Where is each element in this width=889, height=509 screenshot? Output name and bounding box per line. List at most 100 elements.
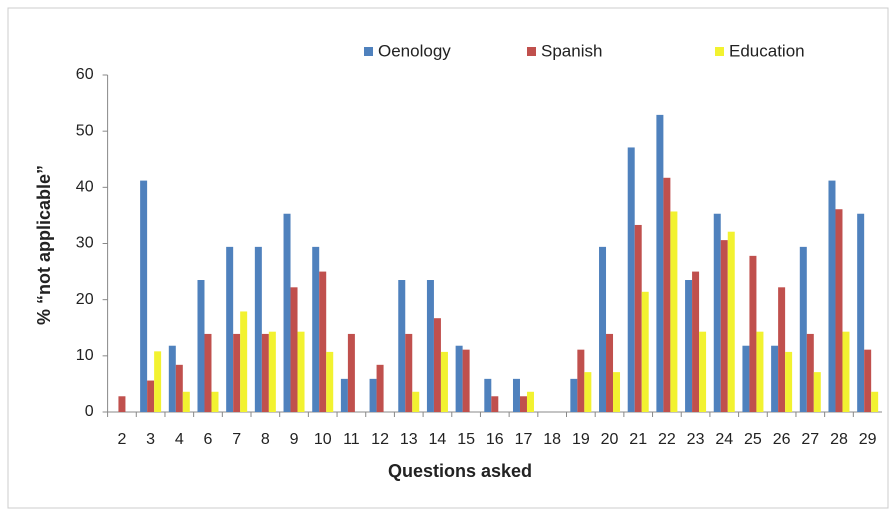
bar bbox=[692, 271, 700, 412]
bar bbox=[519, 396, 527, 412]
x-tick-label: 8 bbox=[261, 431, 270, 448]
y-tick-label: 30 bbox=[76, 235, 94, 252]
bar bbox=[484, 378, 492, 412]
bar bbox=[512, 378, 520, 412]
bar bbox=[842, 331, 850, 412]
x-tick-label: 4 bbox=[175, 431, 184, 448]
bar bbox=[799, 246, 807, 412]
bar bbox=[685, 280, 693, 412]
bar bbox=[154, 351, 162, 412]
legend-swatch bbox=[527, 47, 536, 56]
bar bbox=[699, 331, 707, 412]
bar bbox=[656, 114, 664, 413]
bar bbox=[440, 351, 448, 412]
bar bbox=[147, 380, 155, 412]
x-tick-label: 27 bbox=[801, 431, 819, 448]
bar bbox=[577, 349, 585, 412]
bar bbox=[319, 271, 327, 412]
bar bbox=[871, 391, 879, 412]
bar bbox=[290, 287, 298, 412]
bar bbox=[283, 213, 291, 412]
legend-swatch bbox=[364, 47, 373, 56]
bar bbox=[720, 240, 728, 412]
bar bbox=[663, 177, 671, 412]
bar bbox=[634, 224, 642, 412]
bar bbox=[491, 396, 499, 412]
x-tick-label: 3 bbox=[146, 431, 155, 448]
bar bbox=[613, 372, 621, 412]
bar bbox=[340, 378, 348, 412]
y-tick-label: 20 bbox=[76, 291, 94, 308]
x-axis-label: Questions asked bbox=[388, 461, 532, 481]
y-tick-label: 10 bbox=[76, 347, 94, 364]
bar bbox=[584, 372, 592, 412]
x-tick-label: 26 bbox=[773, 431, 791, 448]
bar bbox=[197, 280, 205, 412]
bar bbox=[376, 364, 384, 412]
legend-label: Oenology bbox=[378, 41, 451, 60]
x-tick-label: 13 bbox=[400, 431, 418, 448]
bar bbox=[168, 345, 176, 412]
bar bbox=[641, 291, 649, 412]
bar bbox=[118, 396, 126, 412]
y-tick-label: 60 bbox=[76, 66, 94, 83]
bar bbox=[268, 331, 276, 412]
bar bbox=[347, 333, 355, 412]
x-tick-label: 11 bbox=[343, 431, 360, 448]
x-tick-label: 21 bbox=[629, 431, 647, 448]
bar bbox=[828, 180, 836, 412]
bar bbox=[806, 333, 814, 412]
bar bbox=[462, 349, 470, 412]
x-tick-label: 16 bbox=[486, 431, 504, 448]
bar bbox=[182, 391, 190, 412]
bar bbox=[813, 372, 821, 412]
x-tick-label: 23 bbox=[687, 431, 705, 448]
x-tick-label: 6 bbox=[204, 431, 213, 448]
x-tick-label: 10 bbox=[314, 431, 332, 448]
bar bbox=[864, 349, 872, 412]
bar bbox=[835, 209, 843, 412]
bar bbox=[426, 280, 434, 412]
bar bbox=[398, 280, 406, 412]
bar bbox=[599, 246, 607, 412]
y-tick-label: 50 bbox=[76, 122, 94, 139]
bar bbox=[240, 311, 248, 412]
bar bbox=[756, 331, 764, 412]
x-tick-label: 29 bbox=[859, 431, 877, 448]
y-axis-label: % “not applicable” bbox=[34, 165, 54, 325]
x-tick-label: 12 bbox=[371, 431, 389, 448]
x-tick-label: 2 bbox=[117, 431, 126, 448]
bar bbox=[204, 333, 212, 412]
x-tick-label: 25 bbox=[744, 431, 762, 448]
bar bbox=[297, 331, 305, 412]
bar bbox=[211, 391, 219, 412]
x-tick-label: 17 bbox=[515, 431, 533, 448]
bar bbox=[606, 333, 614, 412]
bar bbox=[857, 213, 865, 412]
bar bbox=[175, 364, 183, 412]
bar bbox=[369, 378, 377, 412]
bar bbox=[727, 231, 735, 412]
bar bbox=[140, 180, 148, 412]
bar bbox=[312, 246, 320, 412]
y-tick-label: 0 bbox=[85, 403, 94, 420]
bar bbox=[570, 378, 578, 412]
x-tick-label: 14 bbox=[429, 431, 447, 448]
bar bbox=[749, 255, 757, 412]
legend-label: Education bbox=[729, 41, 805, 60]
bar bbox=[778, 287, 786, 412]
bar bbox=[742, 345, 750, 412]
bar bbox=[771, 345, 779, 412]
x-tick-label: 22 bbox=[658, 431, 676, 448]
bar bbox=[433, 318, 441, 412]
bar bbox=[412, 391, 420, 412]
bar bbox=[254, 246, 262, 412]
bar bbox=[226, 246, 234, 412]
bar bbox=[785, 351, 793, 412]
legend-swatch bbox=[715, 47, 724, 56]
y-tick-label: 40 bbox=[76, 179, 94, 196]
x-tick-label: 18 bbox=[543, 431, 561, 448]
bar bbox=[261, 333, 269, 412]
x-tick-label: 28 bbox=[830, 431, 848, 448]
